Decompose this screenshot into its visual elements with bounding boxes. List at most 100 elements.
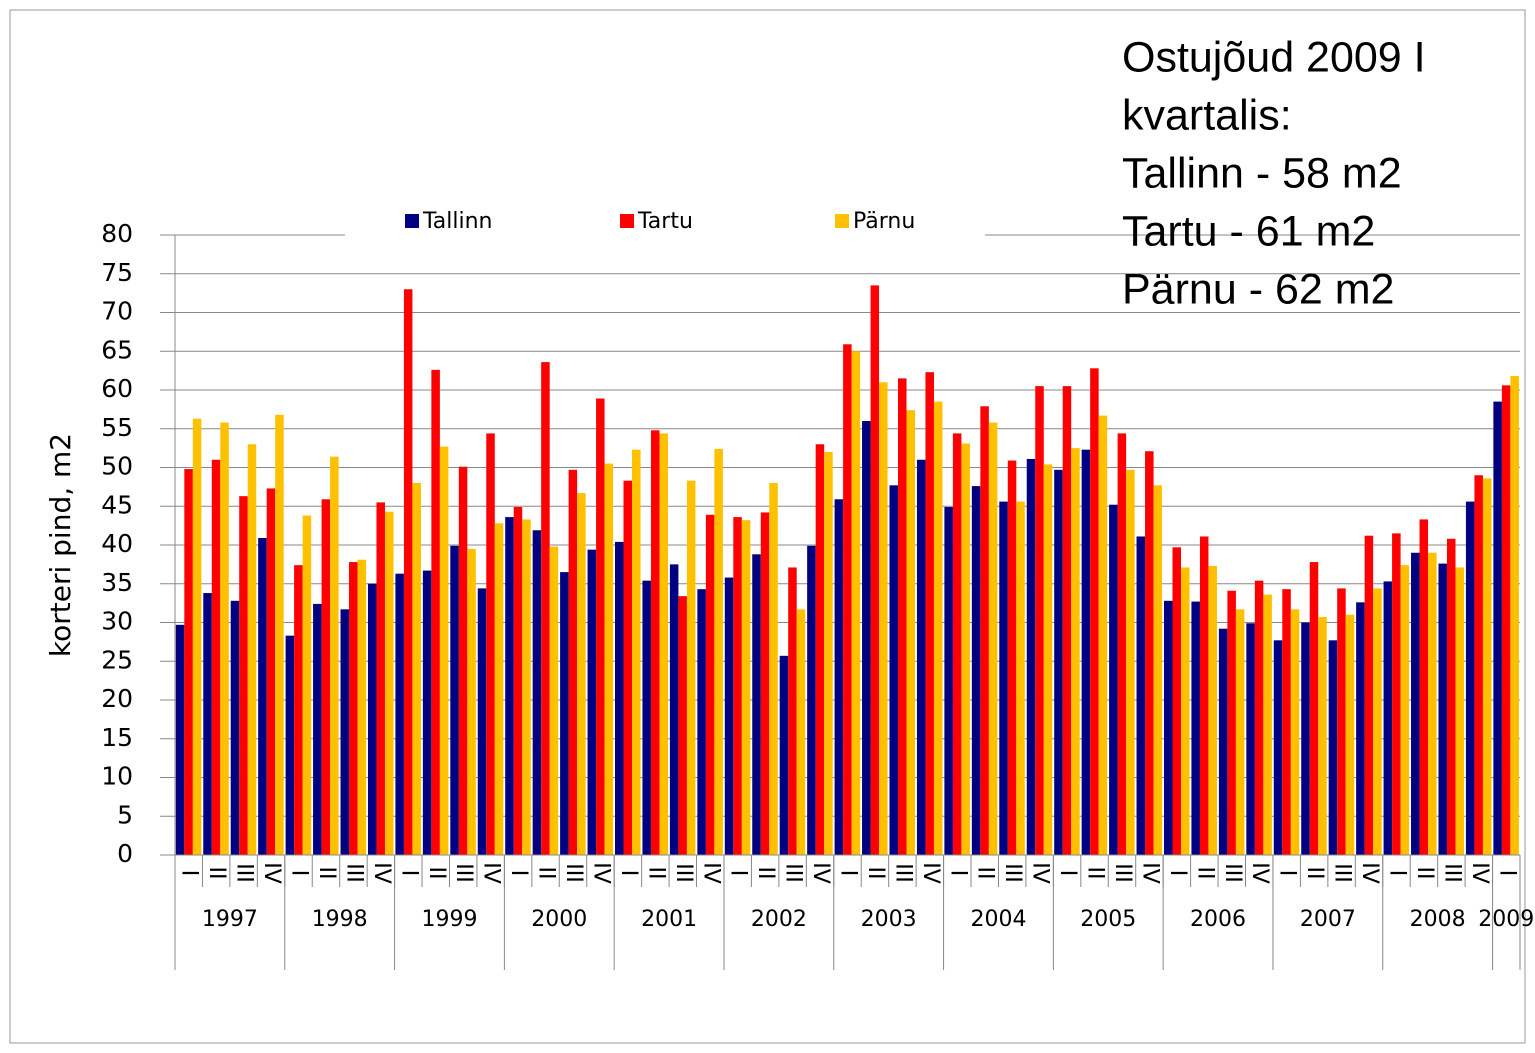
bar xyxy=(669,564,679,855)
bar xyxy=(1493,401,1502,855)
y-tick-label: 0 xyxy=(117,839,133,868)
bar xyxy=(1117,433,1127,855)
y-tick-label: 65 xyxy=(101,335,133,364)
x-tick-label: I xyxy=(1384,870,1409,877)
y-tick-label: 35 xyxy=(101,568,133,597)
x-tick-label: II xyxy=(1192,867,1217,880)
bar xyxy=(952,433,962,855)
x-tick-label: II xyxy=(1083,867,1108,880)
bar xyxy=(1455,567,1465,855)
bar xyxy=(1373,588,1382,855)
x-tick-label: I xyxy=(1055,870,1080,877)
x-tick-label: IV xyxy=(259,862,284,884)
bar xyxy=(505,517,514,855)
y-tick-label: 55 xyxy=(101,413,133,442)
x-tick-label: I xyxy=(1494,870,1519,877)
bar xyxy=(596,398,605,855)
bar xyxy=(843,344,852,855)
y-tick-label: 30 xyxy=(101,607,133,636)
x-group-label: 2000 xyxy=(531,907,587,932)
bar xyxy=(697,589,706,855)
bar xyxy=(294,565,303,855)
bar xyxy=(266,488,276,855)
bar xyxy=(1392,533,1401,855)
bar xyxy=(1309,562,1319,855)
bar xyxy=(330,456,339,855)
y-tick-label: 5 xyxy=(117,800,133,829)
bar xyxy=(933,401,943,855)
bar xyxy=(1282,589,1291,855)
bar xyxy=(1016,501,1025,855)
legend-swatch xyxy=(405,214,419,228)
bar xyxy=(239,496,248,855)
bar xyxy=(486,433,495,855)
x-group-label: 2006 xyxy=(1190,907,1246,932)
bar xyxy=(623,480,633,855)
bar xyxy=(1191,601,1200,855)
bar xyxy=(1227,590,1236,855)
x-tick-label: IV xyxy=(588,862,613,884)
x-group-label: 2009 xyxy=(1478,907,1534,932)
bar xyxy=(230,600,240,855)
bar xyxy=(211,459,221,855)
bar xyxy=(285,635,295,855)
bar xyxy=(971,486,981,855)
bar xyxy=(916,459,926,855)
x-tick-label: I xyxy=(396,870,421,877)
annotation: Tartu - 61 m2 xyxy=(1122,207,1375,255)
bar xyxy=(1328,640,1338,855)
bar xyxy=(851,351,861,855)
bar xyxy=(1318,617,1327,855)
bar xyxy=(313,603,322,855)
x-tick-label: IV xyxy=(479,862,504,884)
x-tick-label: I xyxy=(1275,870,1300,877)
bar xyxy=(384,511,394,855)
bar xyxy=(541,362,550,855)
bar xyxy=(439,446,449,855)
y-tick-label: 40 xyxy=(101,529,133,558)
bar xyxy=(1501,385,1511,855)
bar xyxy=(1273,640,1283,855)
bar xyxy=(815,444,825,855)
bar xyxy=(1438,563,1447,855)
bar xyxy=(714,448,723,855)
x-tick-label: II xyxy=(1302,867,1327,880)
bar xyxy=(220,422,229,855)
bar xyxy=(258,538,267,855)
bar xyxy=(733,517,742,855)
legend-box xyxy=(345,200,985,245)
x-tick-label: III xyxy=(1330,863,1355,882)
bar xyxy=(467,548,476,855)
bar xyxy=(203,593,212,855)
x-tick-label: III xyxy=(1439,863,1464,882)
bar xyxy=(1090,368,1099,855)
bar xyxy=(1364,535,1374,855)
bar xyxy=(1235,609,1245,855)
bar xyxy=(889,485,899,855)
bar xyxy=(870,285,880,855)
x-tick-label: II xyxy=(314,867,339,880)
y-tick-label: 50 xyxy=(101,452,133,481)
bar xyxy=(659,433,668,855)
bar xyxy=(769,483,778,855)
x-tick-label: I xyxy=(287,870,312,877)
bar xyxy=(367,583,377,855)
bar xyxy=(1035,386,1044,855)
bar xyxy=(1071,448,1080,855)
annotation: Ostujõud 2009 I xyxy=(1122,33,1426,81)
legend-label: Tallinn xyxy=(422,209,493,234)
bar xyxy=(862,421,871,855)
bar xyxy=(1081,449,1091,855)
x-tick-label: IV xyxy=(369,862,394,884)
bar xyxy=(788,567,797,855)
x-tick-label: III xyxy=(561,863,586,882)
bar xyxy=(522,519,531,855)
bar xyxy=(898,378,907,855)
bar xyxy=(988,422,998,855)
x-group-label: 2004 xyxy=(970,907,1026,932)
bar xyxy=(1482,478,1492,855)
x-tick-label: IV xyxy=(1467,862,1492,884)
x-tick-label: II xyxy=(753,867,778,880)
bar xyxy=(1400,565,1410,855)
